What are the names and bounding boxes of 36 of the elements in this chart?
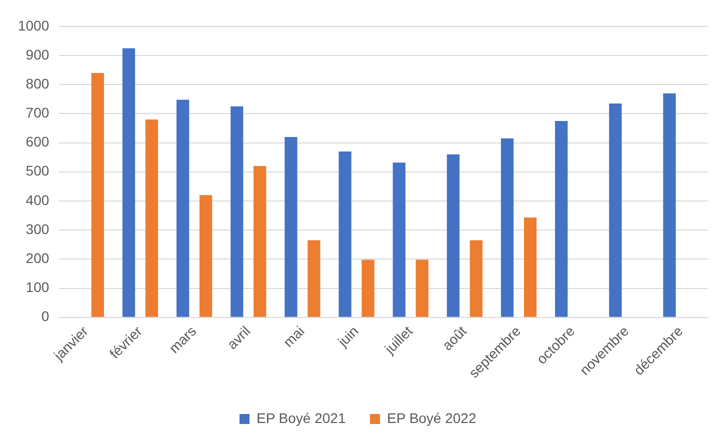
bar — [500, 138, 514, 317]
bar — [230, 106, 244, 317]
bar — [284, 136, 298, 317]
bar — [145, 120, 158, 317]
bar — [91, 72, 104, 317]
bar — [254, 166, 266, 317]
bar — [663, 93, 676, 317]
y-tick-label: 300 — [26, 220, 50, 237]
bar — [609, 104, 622, 317]
y-tick-label: 600 — [26, 134, 50, 150]
bar — [199, 195, 212, 317]
y-tick-label: 400 — [26, 192, 50, 208]
bar — [416, 260, 428, 317]
legend-label: EP Boyé 2022 — [387, 410, 476, 426]
x-tick-label: juin — [334, 322, 362, 350]
bar — [392, 162, 406, 317]
bar — [176, 100, 190, 317]
y-tick-label: 500 — [26, 162, 50, 179]
y-tick-label: 200 — [26, 250, 50, 266]
bar — [338, 152, 352, 317]
y-tick-label: 100 — [26, 279, 50, 296]
bar — [524, 218, 537, 317]
bar — [122, 48, 136, 317]
bar — [470, 240, 482, 317]
legend-label: EP Boyé 2021 — [256, 410, 346, 426]
y-tick-label: 700 — [26, 104, 50, 121]
bar — [308, 240, 320, 317]
y-tick-label: 900 — [26, 46, 50, 62]
y-tick-label: 800 — [26, 75, 50, 92]
bar — [362, 260, 374, 317]
y-tick-label: 1000 — [18, 17, 50, 34]
x-tick-label: mai — [280, 322, 308, 350]
bar — [446, 154, 460, 317]
x-tick-label: avril — [224, 322, 254, 352]
y-tick-label: 0 — [41, 308, 50, 324]
bar — [555, 120, 568, 317]
